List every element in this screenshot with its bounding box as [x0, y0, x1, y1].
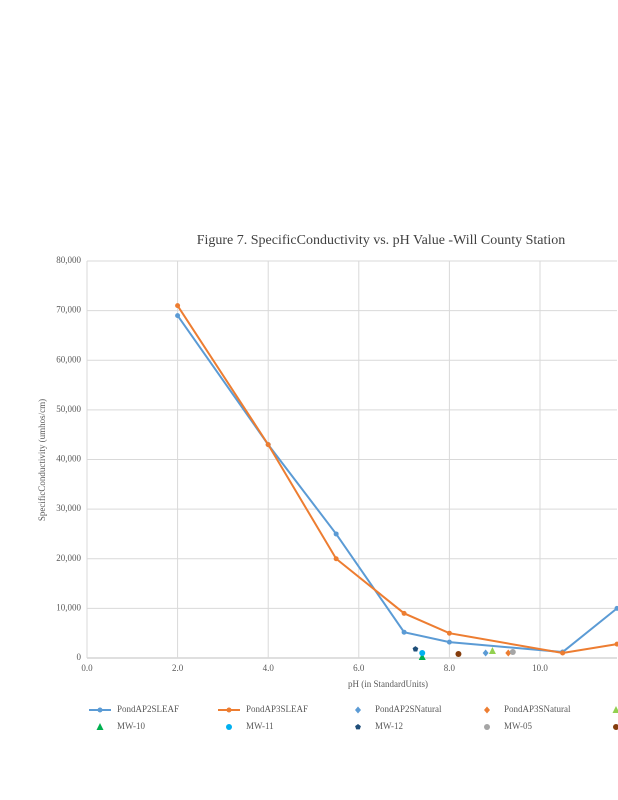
- series-line: [176, 305, 618, 655]
- marker: [419, 650, 426, 657]
- legend-label: PondAP3SLEAF: [246, 704, 308, 714]
- x-axis-label: pH (in StandardUnits): [348, 679, 428, 689]
- marker: [333, 556, 339, 562]
- legend-marker: [97, 707, 103, 713]
- marker: [401, 629, 407, 635]
- marker: [505, 649, 512, 657]
- legend-label: MW-12: [375, 721, 403, 731]
- x-tick-label: 4.0: [263, 663, 275, 673]
- x-tick-label: 6.0: [353, 663, 365, 673]
- y-axis-label: SpecificConductivity (umhos/cm): [37, 399, 47, 521]
- x-tick-label: 8.0: [444, 663, 456, 673]
- legend-label: MW-05: [504, 721, 532, 731]
- chart-title: Figure 7. SpecificConductivity vs. pH Va…: [197, 233, 566, 248]
- y-tick-label: 50,000: [56, 404, 81, 414]
- marker: [560, 650, 566, 656]
- legend-marker: [226, 724, 232, 730]
- x-tick-label: 0.0: [81, 663, 93, 673]
- marker: [482, 649, 489, 657]
- legend-marker: [612, 706, 618, 713]
- legend-label: PondAP3SNatural: [504, 704, 571, 714]
- legend-label: PondAP2SNatural: [375, 704, 442, 714]
- series-line: [176, 315, 618, 654]
- y-tick-label: 70,000: [56, 305, 81, 315]
- marker: [614, 605, 618, 611]
- legend-label: MW-10: [117, 721, 145, 731]
- x-tick-label: 10.0: [532, 663, 548, 673]
- marker: [412, 646, 419, 652]
- marker: [401, 610, 407, 616]
- marker: [333, 531, 339, 537]
- y-tick-label: 10,000: [56, 602, 81, 612]
- y-tick-label: 60,000: [56, 354, 81, 364]
- marker: [614, 641, 618, 647]
- y-tick-label: 40,000: [56, 454, 81, 464]
- legend-label: PondAP2SLEAF: [117, 704, 179, 714]
- legend-marker: [355, 706, 361, 714]
- legend-marker: [226, 707, 232, 713]
- marker: [265, 442, 271, 448]
- legend-marker: [96, 723, 104, 730]
- legend-marker: [484, 706, 490, 714]
- y-tick-label: 20,000: [56, 553, 81, 563]
- marker: [175, 303, 181, 309]
- legend-marker: [355, 724, 361, 730]
- y-tick-label: 80,000: [56, 255, 81, 265]
- marker: [175, 313, 181, 319]
- marker: [488, 647, 496, 655]
- marker: [446, 639, 452, 645]
- y-tick-label: 0: [77, 652, 82, 662]
- legend-marker: [613, 724, 618, 730]
- legend-label: MW-11: [246, 721, 274, 731]
- x-tick-label: 2.0: [172, 663, 184, 673]
- y-tick-label: 30,000: [56, 503, 81, 513]
- marker: [509, 649, 516, 656]
- marker: [446, 630, 452, 636]
- marker: [418, 653, 426, 661]
- marker: [455, 651, 462, 658]
- legend-marker: [484, 724, 490, 730]
